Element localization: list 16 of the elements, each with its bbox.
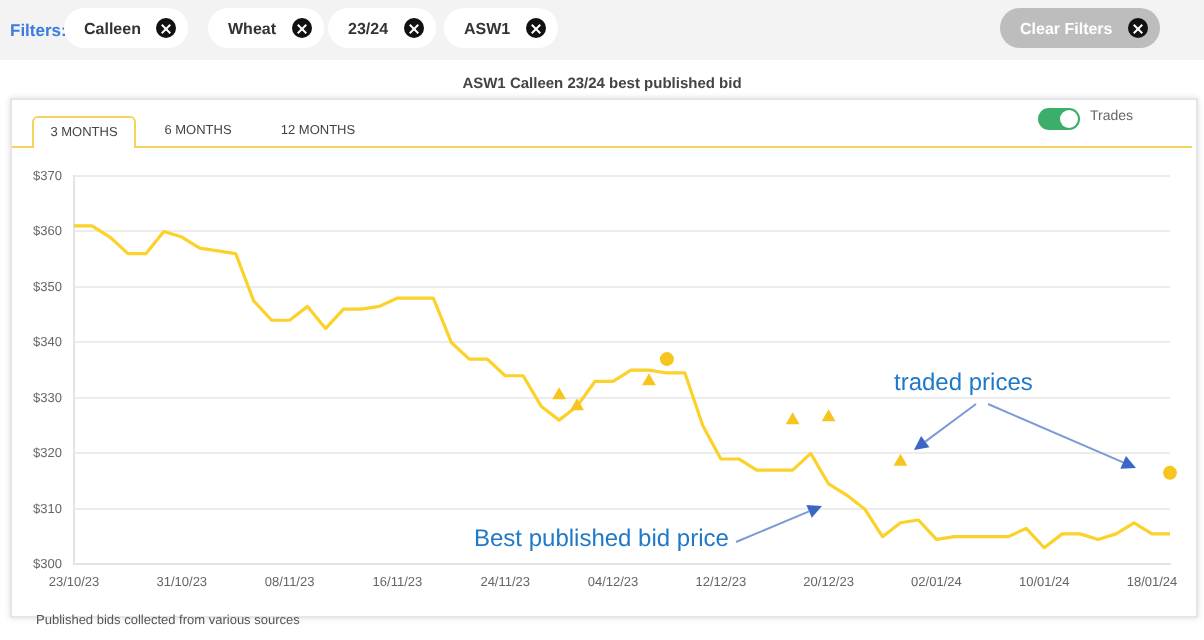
text: Wheat	[208, 8, 324, 48]
text: Filters:	[10, 20, 67, 40]
annotation: traded prices	[894, 368, 1033, 396]
text: 23/24	[328, 8, 437, 48]
point	[642, 374, 656, 386]
point	[786, 413, 799, 425]
point	[1163, 465, 1177, 480]
text: Clear Filters	[1000, 8, 1161, 48]
point	[570, 399, 584, 411]
text: ASW1	[444, 8, 559, 48]
annotation: Best published bid price	[474, 524, 729, 552]
point	[552, 388, 566, 400]
text: Calleen	[64, 8, 189, 48]
point	[894, 454, 907, 466]
point	[659, 352, 674, 367]
point	[822, 410, 835, 422]
